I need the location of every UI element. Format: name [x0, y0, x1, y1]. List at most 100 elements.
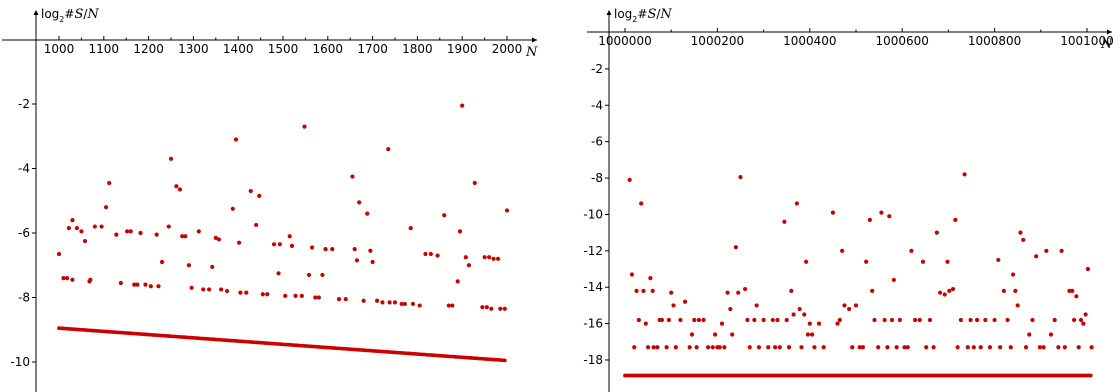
data-point [784, 317, 789, 323]
data-point [82, 238, 88, 244]
data-point [1074, 294, 1079, 299]
data-point [323, 247, 328, 252]
x-tick-label: 1000600 [875, 34, 928, 48]
data-point [931, 345, 936, 350]
data-point [174, 184, 179, 189]
data-point [646, 345, 651, 350]
data-point [230, 206, 235, 211]
data-point [627, 177, 632, 182]
data-point [998, 345, 1003, 350]
data-point [965, 345, 970, 350]
data-point [357, 200, 362, 205]
x-tick-label: 1100 [89, 42, 120, 56]
data-point [664, 345, 669, 350]
data-point [971, 345, 976, 350]
data-point [392, 300, 398, 305]
x-tick-label: 1600 [313, 42, 344, 56]
y-axis-arrow [606, 10, 612, 15]
data-point [894, 345, 899, 350]
x-tick-label: 1800 [402, 42, 433, 56]
data-point [1085, 266, 1091, 272]
y-tick-label: -12 [583, 244, 603, 258]
data-point [857, 345, 862, 350]
data-point [196, 229, 201, 234]
data-point [955, 345, 960, 350]
data-point [330, 247, 335, 252]
y-axis-label: log2#S/N [41, 7, 99, 24]
data-point [177, 187, 183, 192]
x-tick-label: 1400 [223, 42, 254, 56]
data-point [889, 317, 895, 323]
data-point [276, 271, 281, 276]
data-point [643, 321, 648, 326]
data-point [92, 224, 97, 229]
data-point [867, 217, 872, 222]
data-point [201, 287, 206, 292]
data-point [687, 345, 692, 350]
data-point [482, 255, 487, 260]
data-point [816, 321, 822, 326]
data-point [365, 211, 370, 216]
data-point [254, 222, 259, 228]
data-point [629, 272, 635, 277]
data-point [1070, 288, 1075, 293]
data-point [219, 287, 224, 292]
data-point [1041, 345, 1046, 350]
data-point [271, 242, 277, 247]
data-point [920, 259, 926, 264]
data-point [64, 276, 70, 281]
data-point [842, 303, 847, 308]
data-point [870, 288, 875, 293]
data-point [934, 230, 939, 235]
data-point [408, 226, 413, 231]
data-point [666, 317, 671, 323]
left-chart-panel: log2#S/N N 1000 1100 1200 1300 1400 1500 1600 170… [2, 7, 538, 392]
y-tick-label: -16 [583, 317, 603, 331]
data-point [777, 345, 782, 350]
data-point [978, 345, 983, 350]
data-point [648, 276, 653, 281]
data-point [860, 345, 866, 350]
y-tick-label: -8 [18, 291, 30, 305]
data-point [996, 257, 1001, 263]
x-tick-label: 1200 [133, 42, 164, 56]
data-point [747, 345, 752, 350]
data-point [897, 317, 902, 323]
data-point [428, 251, 433, 257]
data-point [840, 248, 845, 253]
data-point [983, 317, 988, 323]
data-point [70, 218, 75, 223]
data-point [66, 226, 71, 231]
data-point [306, 272, 312, 278]
data-point [1044, 248, 1049, 253]
data-point [410, 301, 416, 307]
data-point [277, 242, 282, 247]
data-point [460, 103, 465, 108]
data-point [885, 345, 890, 350]
data-point [504, 208, 510, 213]
data-point [466, 263, 472, 268]
data-point [354, 258, 360, 263]
data-point [669, 290, 674, 295]
data-point [1056, 345, 1061, 350]
data-point [186, 263, 192, 268]
data-point [953, 217, 958, 222]
x-tick-label: 1001000 [1060, 34, 1113, 48]
data-point [850, 345, 855, 350]
y-axis-label: log2#S/N [614, 7, 672, 24]
data-point [909, 248, 914, 253]
data-point [804, 259, 809, 264]
x-tick-label: 1000400 [783, 34, 836, 48]
data-point [1027, 332, 1032, 337]
data-point [1076, 345, 1081, 350]
data-point [717, 345, 722, 350]
x-axis-label: N [525, 45, 538, 60]
data-point [924, 345, 929, 350]
baseline-point [502, 358, 507, 363]
data-point [830, 210, 836, 215]
data-point [442, 213, 447, 218]
data-point [846, 306, 852, 312]
data-point [257, 193, 262, 199]
data-point [736, 290, 741, 295]
data-point [107, 180, 112, 186]
